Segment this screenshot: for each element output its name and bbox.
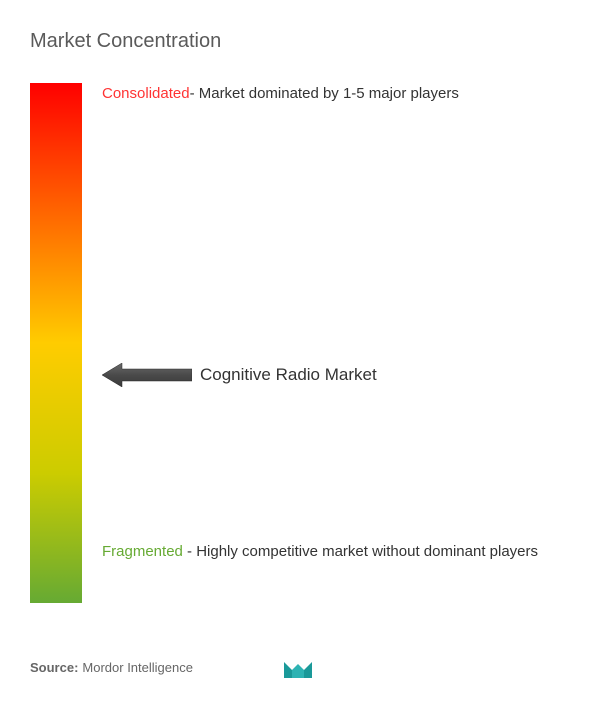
market-pointer: Cognitive Radio Market	[102, 363, 377, 387]
consolidated-highlight: Consolidated	[102, 85, 190, 102]
logo-icon	[282, 656, 314, 680]
logo-shape-3	[304, 662, 312, 678]
fragmented-highlight: Fragmented	[102, 543, 183, 560]
logo-shape-2	[292, 664, 304, 678]
market-name-text: Cognitive Radio Market	[200, 365, 377, 385]
consolidated-description: - Market dominated by 1-5 major players	[190, 85, 459, 102]
arrow-path	[102, 363, 192, 387]
fragmented-description: - Highly competitive market without domi…	[183, 543, 538, 560]
logo-shape-1	[284, 662, 292, 678]
source-label: Source:	[30, 660, 78, 675]
concentration-gradient-bar	[30, 83, 82, 603]
gradient-svg	[30, 83, 82, 603]
gradient-rect	[30, 83, 82, 603]
consolidated-label: Consolidated- Market dominated by 1-5 ma…	[102, 83, 459, 106]
logo-svg	[282, 656, 314, 680]
page-title: Market Concentration	[30, 30, 566, 53]
source-area: Source: Mordor Intelligence	[30, 660, 566, 675]
fragmented-label: Fragmented - Highly competitive market w…	[102, 538, 548, 565]
arrow-icon	[102, 363, 192, 387]
labels-area: Consolidated- Market dominated by 1-5 ma…	[102, 83, 566, 603]
source-text: Mordor Intelligence	[82, 660, 193, 675]
arrow-svg	[102, 363, 192, 387]
content-area: Consolidated- Market dominated by 1-5 ma…	[30, 83, 566, 603]
